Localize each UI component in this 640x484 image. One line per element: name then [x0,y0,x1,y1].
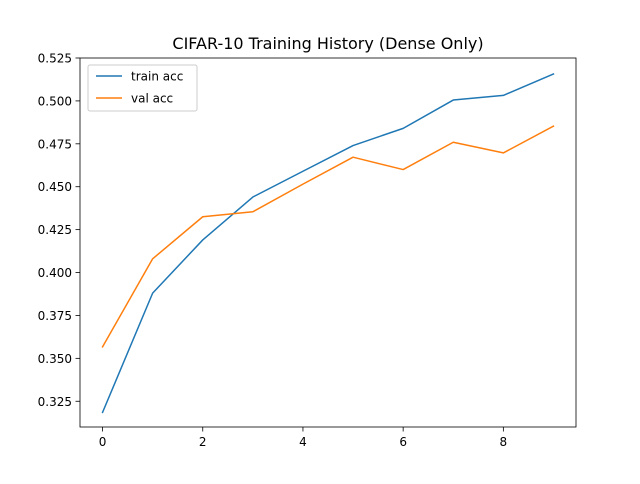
series-line-1 [101,72,555,414]
x-tick-label: 6 [399,435,407,449]
y-tick-label: 0.350 [38,352,72,366]
x-tick-label: 8 [500,435,508,449]
x-tick-label: 2 [199,435,207,449]
x-tick-label: 4 [299,435,307,449]
y-tick-label: 0.500 [38,94,72,108]
legend: train acc val acc [87,64,198,112]
plot-area [101,72,555,414]
y-tick-label: 0.400 [38,266,72,280]
y-tick-label: 0.425 [38,223,72,237]
y-tick-label: 0.325 [38,395,72,409]
y-tick-label: 0.475 [38,137,72,151]
axes: 0 2 4 6 8 0.325 0.350 0.375 0.400 0.425 0.450 0.475… [38,52,577,449]
x-tick-label: 0 [99,435,107,449]
axes-frame [79,57,577,428]
legend-label: train acc [131,70,183,84]
chart-title: CIFAR-10 Training History (Dense Only) [172,34,483,53]
series-line-2 [101,125,555,348]
y-tick-label: 0.375 [38,309,72,323]
legend-label: val acc [131,92,173,106]
y-tick-label: 0.450 [38,180,72,194]
y-tick-label: 0.525 [38,52,72,66]
